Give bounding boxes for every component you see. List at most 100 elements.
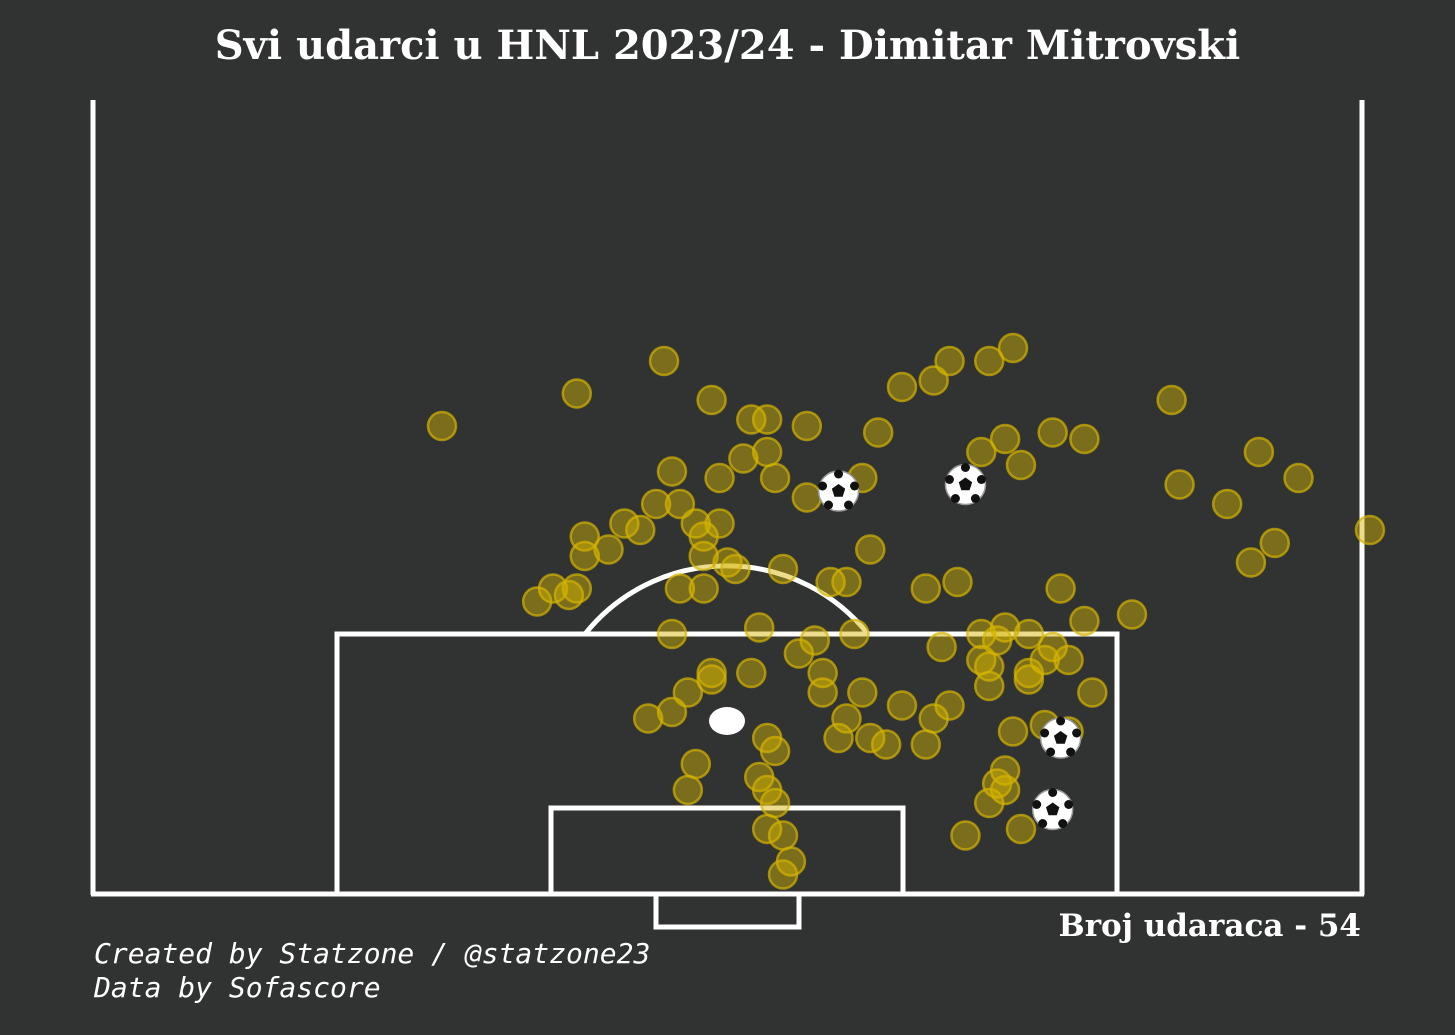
shot-point (989, 423, 1021, 455)
shot-point (966, 618, 997, 650)
shot-point (973, 345, 1005, 377)
goal-ball-icon (944, 463, 987, 506)
shot-point (426, 410, 458, 442)
shot-point (569, 540, 600, 572)
shot-point (1069, 423, 1100, 455)
shot-point (1354, 514, 1386, 546)
shot-point (1259, 527, 1291, 559)
shot-point (751, 404, 783, 435)
shot-point (997, 332, 1029, 364)
shot-point (1164, 469, 1195, 500)
shot-point (934, 690, 965, 721)
shot-point (1005, 813, 1037, 845)
shot-point (1053, 644, 1084, 676)
shot-point (1037, 417, 1068, 448)
shot-point (791, 482, 823, 513)
shot-point (870, 729, 902, 760)
shot-point (855, 534, 886, 565)
six-yard-box (548, 805, 906, 897)
shot-point (751, 813, 783, 845)
shot-point (688, 540, 719, 572)
shot-point (521, 586, 553, 617)
shot-point (839, 618, 870, 650)
shot-point (648, 345, 680, 377)
shot-point (847, 677, 878, 708)
shot-point (1211, 488, 1243, 520)
shot-point (910, 573, 942, 604)
shot-point (704, 508, 735, 539)
shot-point (1013, 664, 1045, 695)
goal-ball-icon (1039, 716, 1082, 759)
penalty-arc (583, 563, 870, 636)
shot-point (1013, 618, 1045, 650)
shot-point (1235, 547, 1267, 578)
goal-ball-icon (817, 469, 860, 512)
data-source-line: Data by Sofascore (94, 971, 381, 1004)
shot-point (831, 703, 862, 734)
shot-point (886, 371, 918, 403)
shot-point (593, 534, 624, 565)
chart-title: Svi udarci u HNL 2023/24 - Dimitar Mitro… (214, 22, 1241, 69)
shot-point (743, 612, 775, 643)
shots-layer (426, 332, 1386, 890)
shot-point (989, 612, 1021, 643)
shot-point (1116, 599, 1148, 630)
shot-point (751, 774, 783, 806)
shot-point (1156, 384, 1187, 416)
shot-point (767, 820, 799, 851)
shot-point (1069, 605, 1100, 637)
goals-layer (817, 463, 1082, 831)
shot-point (966, 644, 997, 676)
shot-point (997, 716, 1029, 747)
shot-point (672, 677, 704, 708)
shot-point (759, 735, 791, 767)
shot-point (704, 462, 735, 494)
shot-point (815, 566, 846, 598)
shot-point (855, 722, 886, 754)
shot-point (862, 417, 894, 448)
shot-point (1045, 573, 1076, 604)
shot-point (823, 722, 854, 754)
shot-point (656, 696, 688, 728)
shot-point (1077, 677, 1108, 708)
shot-point (791, 410, 823, 442)
shot-point (1005, 449, 1037, 481)
shot-point (720, 553, 751, 585)
shot-point (625, 514, 656, 546)
shot-point (767, 553, 799, 585)
shot-point (664, 573, 696, 604)
shot-point (831, 566, 862, 598)
shot-point (759, 462, 791, 494)
shot-point (950, 820, 981, 851)
shot-point (656, 618, 688, 650)
shot-point (934, 345, 965, 377)
shot-point (736, 657, 767, 689)
shot-point (553, 579, 585, 611)
credit-line: Created by Statzone / @statzone23 (94, 937, 651, 970)
shot-point (561, 378, 593, 409)
penalty-spot (709, 707, 745, 735)
shot-point (989, 755, 1021, 786)
shot-point (807, 657, 838, 689)
shot-point (736, 404, 767, 435)
shot-point (767, 859, 799, 890)
shot-point (1283, 462, 1314, 494)
shot-point (966, 436, 997, 468)
shot-point (926, 631, 957, 663)
shot-point (688, 573, 719, 604)
shot-point (918, 365, 949, 396)
shot-point (696, 384, 727, 416)
shot-point (910, 729, 942, 760)
shot-point (664, 488, 696, 520)
shot-point (680, 748, 712, 780)
goal-frame (653, 891, 802, 930)
shot-point (942, 566, 973, 598)
shot-count-label: Broj udaraca - 54 (1058, 908, 1362, 944)
shot-point (640, 488, 672, 520)
shot-point (973, 787, 1005, 819)
shot-point (783, 638, 815, 669)
shot-point (609, 508, 640, 539)
shot-point (973, 670, 1005, 702)
shot-point (886, 690, 918, 721)
